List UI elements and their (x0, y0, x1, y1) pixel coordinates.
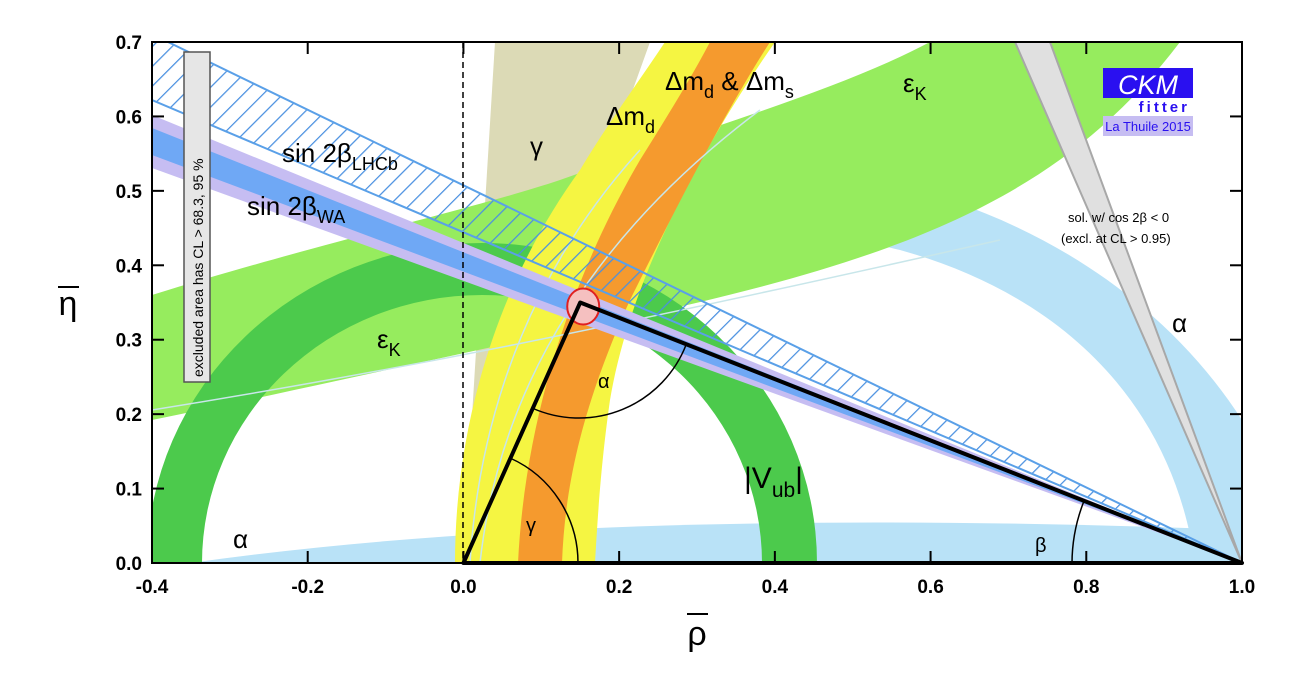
annotation: sol. w/ cos 2β < 0 (1068, 210, 1169, 225)
annotation-part: Δm (606, 101, 645, 131)
logo-box (1103, 68, 1193, 98)
alpha-region (190, 522, 1242, 563)
annotation: α (598, 371, 610, 393)
sin2b-lhcb-region (152, 42, 1242, 563)
annotation-part: & Δm (714, 66, 785, 96)
annotation-sub: ub (772, 479, 795, 502)
angle-arc (1071, 500, 1085, 564)
x-tick-label: 0.8 (1073, 577, 1099, 598)
annotation-part: ε (377, 324, 389, 354)
annotation-sub: LHCb (352, 154, 398, 174)
annotation-part: (excl. at CL > 0.95) (1061, 231, 1171, 246)
sin2b-wa-region (152, 115, 1242, 563)
annotation: εK (903, 68, 927, 104)
x-tick-label: 0.6 (917, 577, 943, 598)
annotation: sin 2βWA (247, 191, 345, 227)
annotation: Δmd & Δms (665, 66, 794, 102)
alpha-solution-region (1013, 42, 1242, 563)
y-tick-label: 0.2 (116, 405, 142, 426)
x-tick-label: -0.4 (136, 577, 169, 598)
x-tick-label: 1.0 (1229, 577, 1255, 598)
annotation-sub: d (704, 82, 714, 102)
y-tick-label: 0.5 (116, 182, 143, 203)
annotation-sub: WA (317, 207, 345, 227)
plot-frame (151, 41, 1243, 564)
annotation-part: α (233, 524, 248, 554)
annotation-part: Δm (665, 66, 704, 96)
angle-arc (531, 344, 687, 419)
annotation-sub: K (389, 340, 401, 360)
note-text: excluded area has CL > 68.3, 95 % (190, 158, 206, 377)
x-tick-label: 0.2 (606, 577, 632, 598)
annotation: γ (530, 131, 543, 161)
annotation: α (1172, 308, 1187, 338)
y-tick-label: 0.0 (116, 554, 142, 575)
dms-region (518, 42, 770, 563)
y-tick-label: 0.4 (116, 256, 143, 277)
annotation-sub: d (645, 117, 655, 137)
annotation-part: β (1035, 535, 1047, 557)
annotation-sub: K (915, 84, 927, 104)
y-axis-label: η (59, 285, 78, 323)
alpha-region (560, 165, 1242, 563)
logo: CKM fitter La Thuile 2015 (1103, 68, 1193, 136)
annotation-sub: s (785, 82, 794, 102)
epsk-region (152, 42, 1180, 420)
annotation: sin 2βLHCb (282, 138, 398, 174)
annotation-part: sol. w/ cos 2β < 0 (1068, 210, 1169, 225)
annotation-part: sin 2β (282, 138, 352, 168)
constraint-regions (152, 42, 1242, 563)
excluded-note: excluded area has CL > 68.3, 95 % (183, 51, 211, 383)
annotation: γ (526, 515, 536, 537)
annotation-part: sin 2β (247, 191, 317, 221)
logo-box (1103, 116, 1193, 136)
logo-event: La Thuile 2015 (1105, 119, 1191, 134)
logo-subtitle: fitter (1139, 99, 1190, 116)
annotation-part: | (795, 462, 803, 495)
y-tick-label: 0.6 (116, 107, 142, 128)
annotation-part: γ (530, 131, 543, 161)
y-tick-label: 0.7 (116, 33, 142, 54)
y-tick-label: 0.3 (116, 331, 142, 352)
x-tick-label: 0.0 (450, 577, 476, 598)
annotation-part: ε (903, 68, 915, 98)
angle-arc (509, 457, 579, 564)
annotation: Δmd (606, 101, 655, 137)
note-box (183, 51, 211, 383)
annotation-part: |V (744, 462, 772, 495)
x-tick-label: -0.2 (291, 577, 324, 598)
annotation: εK (377, 324, 401, 360)
annotation: (excl. at CL > 0.95) (1061, 231, 1171, 246)
annotation: β (1035, 535, 1047, 557)
x-tick-label: 0.4 (762, 577, 789, 598)
annotation-part: α (1172, 308, 1187, 338)
logo-title: CKM (1118, 70, 1179, 100)
annotation-part: α (598, 371, 610, 393)
annotation-part: γ (526, 515, 536, 537)
annotation: |Vub| (744, 462, 803, 502)
y-tick-label: 0.1 (116, 480, 143, 501)
annotation: α (233, 524, 248, 554)
x-axis-label: ρ (687, 615, 706, 653)
